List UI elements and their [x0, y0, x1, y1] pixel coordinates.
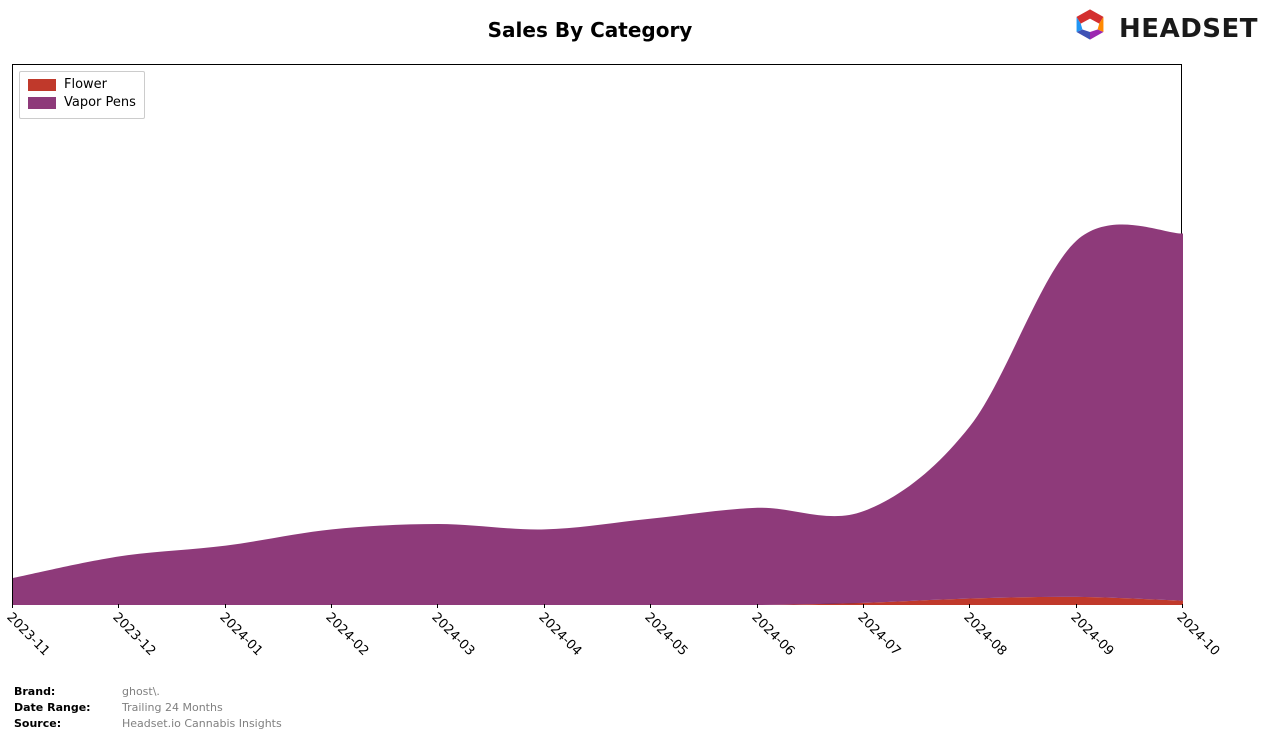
- headset-icon: [1069, 6, 1111, 52]
- x-tick-mark: [1076, 604, 1077, 608]
- area-series-vapor pens: [13, 225, 1183, 605]
- legend-item-flower: Flower: [28, 76, 136, 94]
- chart-plot-area: Flower Vapor Pens: [12, 64, 1182, 604]
- brand-logo-text: HEADSET: [1119, 14, 1258, 44]
- meta-label: Date Range:: [14, 700, 104, 716]
- x-tick-mark: [225, 604, 226, 608]
- brand-logo: HEADSET: [1069, 6, 1258, 52]
- legend-swatch: [28, 97, 56, 109]
- x-tick-label: 2024-04: [535, 610, 584, 659]
- x-tick-mark: [757, 604, 758, 608]
- meta-row: Brand: ghost\.: [14, 684, 282, 700]
- area-chart-svg: [13, 65, 1183, 605]
- meta-value: Trailing 24 Months: [122, 700, 223, 716]
- meta-value: Headset.io Cannabis Insights: [122, 716, 282, 732]
- legend-label: Vapor Pens: [64, 94, 136, 112]
- legend-label: Flower: [64, 76, 107, 94]
- x-tick-label: 2023-11: [3, 610, 52, 659]
- meta-label: Brand:: [14, 684, 104, 700]
- x-tick-label: 2024-09: [1067, 610, 1116, 659]
- x-tick-mark: [650, 604, 651, 608]
- x-tick-mark: [118, 604, 119, 608]
- x-tick-label: 2024-06: [748, 610, 797, 659]
- x-tick-label: 2024-07: [854, 610, 903, 659]
- chart-legend: Flower Vapor Pens: [19, 71, 145, 119]
- x-tick-mark: [1182, 604, 1183, 608]
- x-tick-mark: [331, 604, 332, 608]
- x-tick-mark: [863, 604, 864, 608]
- x-tick-label: 2024-10: [1173, 610, 1222, 659]
- x-tick-mark: [12, 604, 13, 608]
- chart-metadata: Brand: ghost\. Date Range: Trailing 24 M…: [14, 684, 282, 732]
- legend-swatch: [28, 79, 56, 91]
- x-tick-mark: [437, 604, 438, 608]
- x-tick-label: 2024-02: [322, 610, 371, 659]
- x-tick-label: 2024-01: [216, 610, 265, 659]
- meta-label: Source:: [14, 716, 104, 732]
- meta-value: ghost\.: [122, 684, 160, 700]
- x-tick-label: 2024-03: [429, 610, 478, 659]
- x-tick-label: 2023-12: [110, 610, 159, 659]
- legend-item-vapor pens: Vapor Pens: [28, 94, 136, 112]
- meta-row: Source: Headset.io Cannabis Insights: [14, 716, 282, 732]
- x-tick-mark: [544, 604, 545, 608]
- x-tick-mark: [969, 604, 970, 608]
- meta-row: Date Range: Trailing 24 Months: [14, 700, 282, 716]
- x-tick-label: 2024-05: [642, 610, 691, 659]
- x-tick-label: 2024-08: [961, 610, 1010, 659]
- chart-title: Sales By Category: [0, 18, 1180, 42]
